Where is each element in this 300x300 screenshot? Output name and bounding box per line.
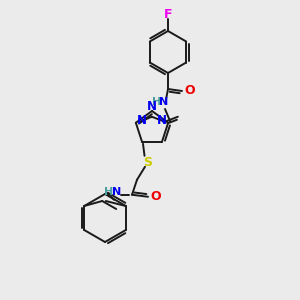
Text: S: S <box>143 156 152 169</box>
Text: N: N <box>147 100 157 112</box>
Text: N: N <box>159 97 169 107</box>
Text: F: F <box>164 8 172 20</box>
Text: O: O <box>185 85 195 98</box>
Text: N: N <box>137 114 147 127</box>
Text: O: O <box>151 190 161 203</box>
Text: N: N <box>112 187 122 197</box>
Text: H: H <box>104 187 114 197</box>
Text: N: N <box>157 114 167 127</box>
Text: H: H <box>152 97 162 107</box>
